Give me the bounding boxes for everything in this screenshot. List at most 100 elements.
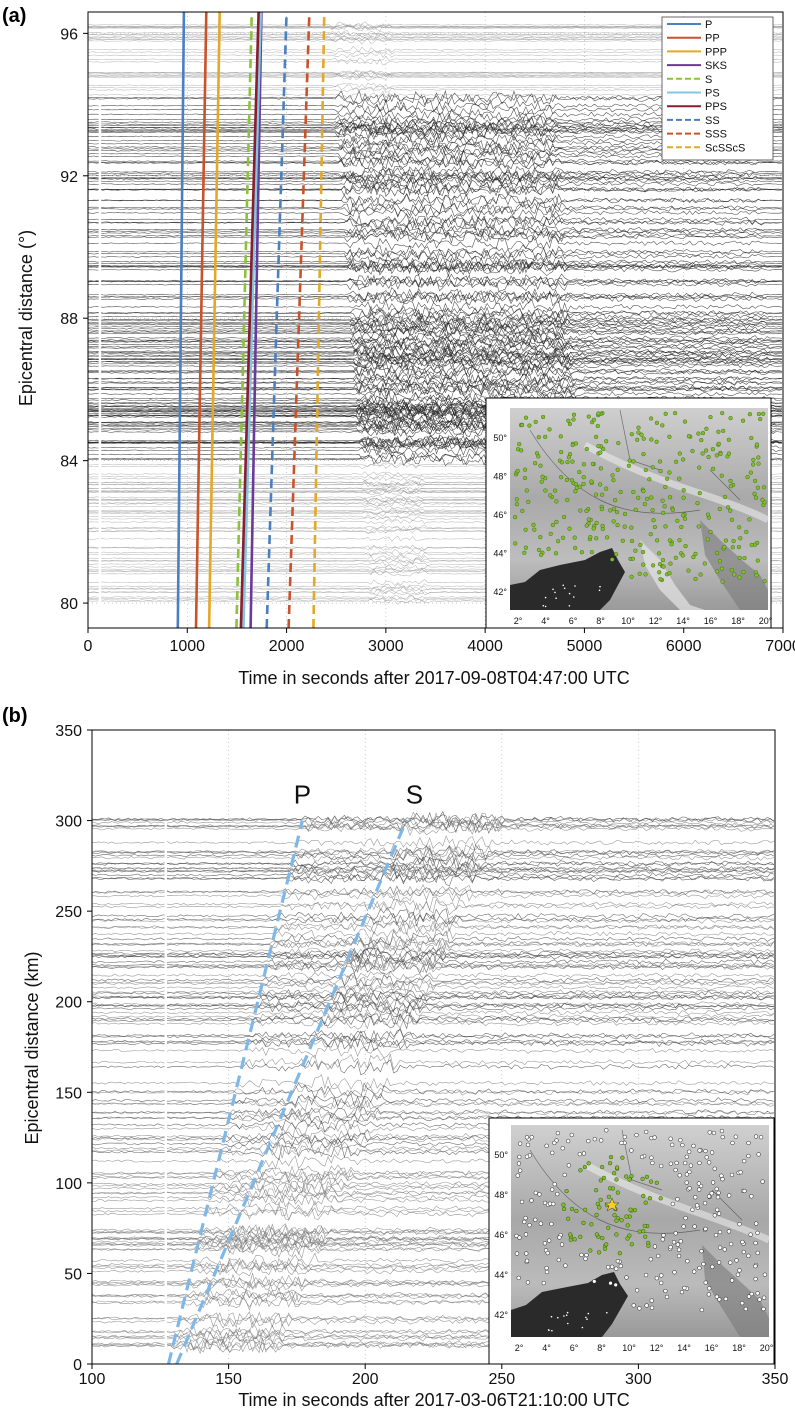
station-marker bbox=[519, 423, 525, 428]
station-marker bbox=[730, 1140, 735, 1146]
phase-curve-scsscs bbox=[312, 12, 326, 628]
station-marker bbox=[594, 1232, 600, 1237]
station-marker bbox=[636, 495, 641, 500]
phase-label-s: S bbox=[406, 780, 423, 810]
map-lon-label: 8° bbox=[596, 616, 605, 626]
seismogram-trace bbox=[92, 956, 774, 971]
seismogram-trace bbox=[92, 1082, 774, 1100]
station-marker bbox=[644, 1129, 649, 1135]
station-marker bbox=[717, 1229, 723, 1235]
station-marker bbox=[726, 437, 731, 442]
seismogram-trace bbox=[92, 935, 775, 953]
station-marker bbox=[524, 1154, 530, 1159]
station-marker bbox=[591, 417, 596, 422]
station-marker bbox=[608, 1281, 613, 1286]
station-marker bbox=[622, 524, 627, 529]
seismogram-trace bbox=[92, 919, 775, 935]
seismogram-trace bbox=[92, 953, 775, 970]
station-marker bbox=[682, 516, 688, 521]
station-marker bbox=[641, 562, 646, 567]
legend-label: SSS bbox=[705, 129, 727, 141]
station-marker bbox=[517, 1235, 522, 1240]
seismogram-trace bbox=[88, 200, 783, 215]
station-marker bbox=[700, 431, 706, 436]
station-marker bbox=[618, 489, 623, 495]
seismogram-trace bbox=[88, 262, 783, 277]
station-marker bbox=[591, 526, 596, 531]
station-marker bbox=[637, 1306, 642, 1311]
station-marker bbox=[629, 538, 635, 544]
station-marker bbox=[719, 1128, 725, 1134]
seismogram-trace bbox=[88, 246, 783, 262]
station-marker bbox=[637, 571, 642, 576]
station-marker bbox=[520, 508, 525, 513]
station-marker bbox=[663, 484, 668, 490]
station-marker bbox=[740, 1301, 745, 1306]
seismogram-trace bbox=[92, 1093, 775, 1107]
station-marker bbox=[641, 436, 646, 441]
station-marker bbox=[716, 1260, 722, 1265]
station-marker bbox=[737, 525, 742, 530]
map-lon-label: 6° bbox=[569, 616, 578, 626]
station-marker bbox=[749, 542, 754, 547]
station-marker bbox=[609, 1264, 615, 1269]
station-marker bbox=[625, 1236, 630, 1241]
station-marker bbox=[559, 460, 565, 465]
station-marker bbox=[669, 542, 674, 547]
station-marker bbox=[683, 543, 688, 549]
station-marker bbox=[582, 1207, 588, 1212]
station-marker bbox=[604, 439, 609, 444]
station-marker bbox=[538, 463, 543, 468]
sea-station-marker bbox=[587, 1312, 590, 1315]
station-marker bbox=[523, 415, 529, 420]
station-marker bbox=[641, 1229, 646, 1234]
station-marker bbox=[550, 522, 555, 528]
phase-curve-s bbox=[235, 12, 254, 628]
station-marker bbox=[741, 1249, 746, 1255]
station-marker bbox=[710, 1264, 715, 1269]
station-marker bbox=[668, 561, 673, 566]
station-marker bbox=[656, 551, 662, 556]
station-marker bbox=[748, 1232, 753, 1237]
station-marker bbox=[718, 451, 723, 456]
station-marker bbox=[706, 1160, 712, 1165]
station-marker bbox=[737, 555, 742, 560]
station-marker bbox=[633, 548, 638, 553]
station-marker bbox=[558, 475, 564, 480]
station-marker bbox=[629, 574, 634, 579]
station-marker bbox=[728, 1241, 734, 1247]
epicenter-star-icon bbox=[604, 1197, 620, 1212]
panel-b-x-ticks: 100 150 200 250 300 350 bbox=[79, 1364, 788, 1388]
station-marker bbox=[735, 1272, 741, 1277]
station-marker bbox=[723, 1296, 728, 1302]
station-marker bbox=[761, 1306, 766, 1312]
peninsula-ridge bbox=[640, 540, 705, 610]
sea-station-marker bbox=[568, 592, 571, 595]
station-marker bbox=[752, 478, 758, 483]
station-marker bbox=[706, 1292, 711, 1297]
station-marker bbox=[740, 1239, 745, 1245]
station-marker bbox=[736, 544, 741, 550]
station-marker bbox=[731, 538, 736, 544]
station-marker bbox=[661, 1233, 666, 1238]
station-marker bbox=[685, 1259, 690, 1264]
station-marker bbox=[547, 427, 552, 432]
station-marker bbox=[594, 520, 599, 525]
station-marker bbox=[722, 494, 728, 500]
seismogram-trace bbox=[92, 1106, 774, 1121]
legend-label: PS bbox=[705, 88, 720, 100]
station-marker bbox=[572, 1237, 577, 1242]
station-marker bbox=[598, 1178, 603, 1183]
seismogram-trace bbox=[88, 172, 783, 185]
phase-curve-sks bbox=[249, 12, 263, 628]
station-marker bbox=[544, 1265, 549, 1271]
station-marker bbox=[716, 441, 721, 446]
station-marker bbox=[697, 1187, 702, 1192]
station-marker bbox=[742, 555, 747, 561]
station-marker bbox=[548, 531, 553, 536]
station-marker bbox=[524, 488, 529, 493]
station-marker bbox=[595, 423, 600, 429]
station-marker bbox=[619, 1218, 624, 1223]
seismogram-trace bbox=[92, 1044, 774, 1059]
station-marker bbox=[565, 1216, 571, 1221]
